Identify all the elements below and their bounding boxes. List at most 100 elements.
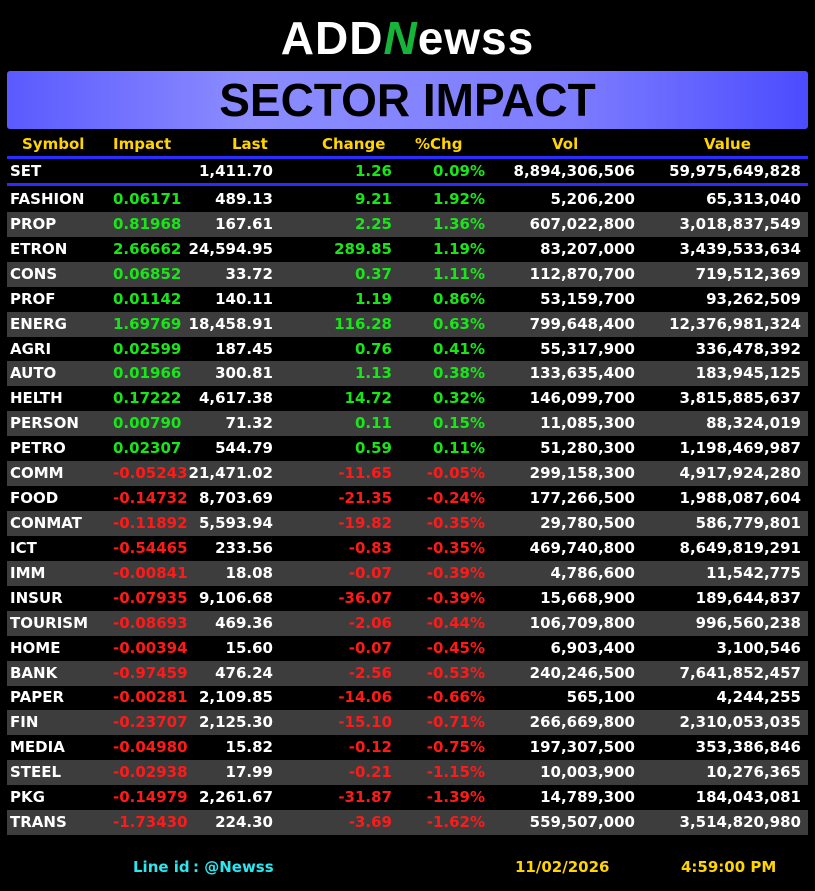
- cell-last: 167.61: [215, 214, 273, 233]
- table-row: PETRO 0.02307 544.79 0.59 0.11% 51,280,300 1,1…: [7, 436, 808, 461]
- cell-pct: 1.36%: [432, 214, 485, 233]
- cell-symbol: HOME: [10, 638, 61, 657]
- cell-symbol: INSUR: [10, 588, 63, 607]
- cell-symbol: FOOD: [10, 489, 59, 507]
- cell-value: 3,815,885,637: [679, 389, 801, 408]
- cell-last: 15.60: [225, 638, 273, 657]
- cell-pct: -0.39%: [426, 563, 485, 582]
- cell-value: 719,512,369: [695, 264, 801, 283]
- cell-symbol: AGRI: [10, 339, 52, 358]
- cell-value: 3,018,837,549: [679, 214, 801, 233]
- cell-vol: 607,022,800: [529, 214, 635, 233]
- set-row: SET 1,411.70 1.26 0.09% 8,894,306,506 59…: [7, 159, 808, 184]
- table-row: FASHION 0.06171 489.13 9.21 1.92% 5,206,200 65…: [7, 187, 808, 212]
- cell-vol: 83,207,000: [540, 239, 635, 258]
- table-row: HOME -0.00394 15.60 -0.07 -0.45% 6,903,400 3,1…: [7, 636, 808, 661]
- cell-symbol: ENERG: [10, 314, 67, 333]
- cell-value: 189,644,837: [695, 588, 801, 607]
- cell-symbol: TOURISM: [10, 613, 89, 632]
- cell-change: -31.87: [338, 788, 392, 807]
- header-pct: %Chg: [415, 135, 463, 153]
- cell-impact: 0.01966: [113, 364, 182, 383]
- cell-last: 24,594.95: [188, 239, 273, 258]
- cell-value: 7,641,852,457: [679, 663, 801, 682]
- cell-vol: 51,280,300: [540, 439, 635, 458]
- cell-pct: -0.66%: [426, 688, 485, 707]
- cell-pct: -0.35%: [426, 538, 485, 557]
- cell-value: 353,386,846: [695, 738, 801, 757]
- footer-date: 11/02/2026: [515, 858, 610, 876]
- cell-symbol: ETRON: [10, 239, 68, 258]
- cell-impact: 0.81968: [113, 214, 182, 233]
- header-vol: Vol: [552, 135, 579, 153]
- cell-value: 12,376,981,324: [669, 314, 801, 333]
- cell-last: 5,593.94: [198, 514, 273, 532]
- cell-value: 10,276,365: [706, 763, 801, 782]
- cell-pct: -0.45%: [426, 638, 485, 657]
- set-last: 1,411.70: [198, 162, 273, 180]
- footer-time: 4:59:00 PM: [681, 858, 777, 876]
- cell-impact: -0.02938: [113, 763, 188, 782]
- cell-change: 116.28: [334, 314, 392, 333]
- cell-pct: 1.92%: [432, 190, 485, 208]
- cell-impact: 0.17222: [113, 389, 182, 408]
- set-pct: 0.09%: [432, 162, 485, 180]
- cell-symbol: MEDIA: [10, 738, 65, 757]
- cell-value: 1,988,087,604: [679, 489, 801, 507]
- cell-change: -0.07: [348, 563, 392, 582]
- cell-impact: 2.66662: [113, 239, 182, 258]
- cell-vol: 469,740,800: [529, 538, 635, 557]
- cell-impact: -0.11892: [113, 514, 188, 532]
- cell-value: 4,244,255: [716, 688, 801, 707]
- cell-last: 71.32: [225, 414, 273, 433]
- table-row: PERSON 0.00790 71.32 0.11 0.15% 11,085,300 88,…: [7, 411, 808, 437]
- cell-value: 184,043,081: [695, 788, 801, 807]
- cell-value: 88,324,019: [706, 414, 801, 433]
- table-row: FOOD -0.14732 8,703.69 -21.35 -0.24% 177,266,…: [7, 486, 808, 511]
- cell-vol: 133,635,400: [529, 364, 635, 383]
- cell-value: 65,313,040: [706, 190, 801, 208]
- table-row: ETRON 2.66662 24,594.95 289.85 1.19% 83,207,0…: [7, 237, 808, 262]
- cell-value: 586,779,801: [695, 514, 801, 532]
- cell-pct: -0.05%: [426, 464, 485, 483]
- cell-change: -0.83: [348, 538, 392, 557]
- logo-part-add: ADD: [280, 12, 384, 64]
- cell-change: 0.37: [354, 264, 392, 283]
- cell-change: 0.76: [354, 339, 392, 358]
- cell-pct: -1.62%: [426, 813, 485, 831]
- cell-pct: 0.11%: [432, 439, 485, 458]
- header-symbol: Symbol: [22, 135, 85, 153]
- cell-pct: 0.38%: [432, 364, 485, 383]
- cell-vol: 55,317,900: [540, 339, 635, 358]
- cell-change: 0.59: [354, 439, 392, 458]
- footer-line-id-value: : @Newss: [193, 858, 274, 876]
- title-banner: SECTOR IMPACT: [7, 71, 808, 129]
- table-row: IMM -0.00841 18.08 -0.07 -0.39% 4,786,600 11,5…: [7, 560, 808, 586]
- table-row: STEEL -0.02938 17.99 -0.21 -1.15% 10,003,900 1…: [7, 760, 808, 786]
- table-row: INSUR -0.07935 9,106.68 -36.07 -0.39% 15,668,…: [7, 586, 808, 611]
- cell-last: 4,617.38: [198, 389, 273, 408]
- cell-vol: 559,507,000: [529, 813, 635, 831]
- cell-change: -15.10: [338, 713, 392, 732]
- cell-pct: 1.19%: [432, 239, 485, 258]
- cell-last: 489.13: [215, 190, 273, 208]
- cell-symbol: FASHION: [10, 190, 85, 208]
- cell-impact: -0.05243: [113, 464, 188, 483]
- cell-vol: 14,789,300: [540, 788, 635, 807]
- table-row: MEDIA -0.04980 15.82 -0.12 -0.75% 197,307,500…: [7, 735, 808, 760]
- cell-value: 4,917,924,280: [679, 464, 801, 483]
- cell-vol: 177,266,500: [529, 489, 635, 507]
- logo-part-ewss: ewss: [417, 12, 535, 64]
- table-row: FIN -0.23707 2,125.30 -15.10 -0.71% 266,669,8…: [7, 710, 808, 736]
- footer-line-id-label: Line id: [133, 858, 190, 876]
- cell-last: 233.56: [215, 538, 273, 557]
- cell-change: -2.56: [348, 663, 392, 682]
- cell-vol: 565,100: [566, 688, 635, 707]
- cell-value: 93,262,509: [706, 289, 801, 308]
- cell-impact: -0.54465: [113, 538, 188, 557]
- table-row: ENERG 1.69769 18,458.91 116.28 0.63% 799,648,…: [7, 311, 808, 337]
- table-row: HELTH 0.17222 4,617.38 14.72 0.32% 146,099,70…: [7, 386, 808, 411]
- cell-last: 2,109.85: [198, 688, 273, 707]
- table-row: ICT -0.54465 233.56 -0.83 -0.35% 469,740,800 8…: [7, 536, 808, 561]
- cell-change: -0.12: [348, 738, 392, 757]
